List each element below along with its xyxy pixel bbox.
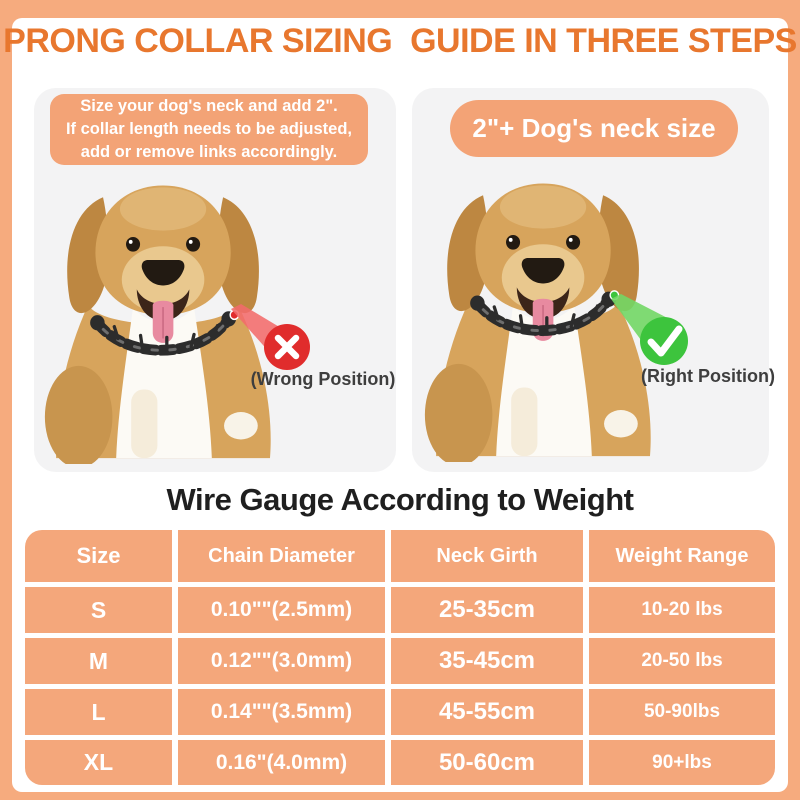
table-cell-chain-l: 0.14""(3.5mm) <box>178 689 385 735</box>
dog-head <box>447 183 639 341</box>
column-header-weight-range: Weight Range <box>589 530 775 582</box>
table-cell-size-l: L <box>25 689 172 735</box>
table-cell-size-s: S <box>25 587 172 633</box>
dog-right-position-illustration <box>424 183 651 462</box>
table-cell-neck-xl: 50-60cm <box>391 740 583 785</box>
table-cell-size-xl: XL <box>25 740 172 785</box>
table-cell-neck-m: 35-45cm <box>391 638 583 684</box>
column-header-size: Size <box>25 530 172 582</box>
table-cell-weight-xl: 90+lbs <box>589 740 775 785</box>
table-cell-size-m: M <box>25 638 172 684</box>
sizing-instruction-pill: Size your dog's neck and add 2". If coll… <box>50 94 368 165</box>
right-position-label: (Right Position) <box>641 366 775 386</box>
wrong-position-label: (Wrong Position) <box>250 369 396 389</box>
table-heading: Wire Gauge According to Weight <box>166 482 634 517</box>
table-cell-neck-s: 25-35cm <box>391 587 583 633</box>
table-cell-weight-s: 10-20 lbs <box>589 587 775 633</box>
table-cell-chain-m: 0.12""(3.0mm) <box>178 638 385 684</box>
prong-collar <box>470 290 620 336</box>
neck-size-text: 2"+ Dog's neck size <box>472 113 716 143</box>
table-cell-chain-xl: 0.16"(4.0mm) <box>178 740 385 785</box>
column-header-chain-diameter: Chain Diameter <box>178 530 385 582</box>
size-table: Size Chain Diameter Neck Girth Weight Ra… <box>25 530 775 785</box>
table-cell-weight-l: 50-90lbs <box>589 689 775 735</box>
table-cell-neck-l: 45-55cm <box>391 689 583 735</box>
column-header-neck-girth: Neck Girth <box>391 530 583 582</box>
table-cell-weight-m: 20-50 lbs <box>589 638 775 684</box>
sizing-instruction-text: Size your dog's neck and add 2". If coll… <box>65 97 353 161</box>
table-cell-chain-s: 0.10""(2.5mm) <box>178 587 385 633</box>
dog-wrong-position-illustration <box>44 185 271 464</box>
page-title: PRONG COLLAR SIZING GUIDE IN THREE STEPS <box>3 22 797 60</box>
dog-body <box>424 303 651 462</box>
neck-size-pill: 2"+ Dog's neck size <box>450 100 738 157</box>
dog-head <box>67 185 259 343</box>
